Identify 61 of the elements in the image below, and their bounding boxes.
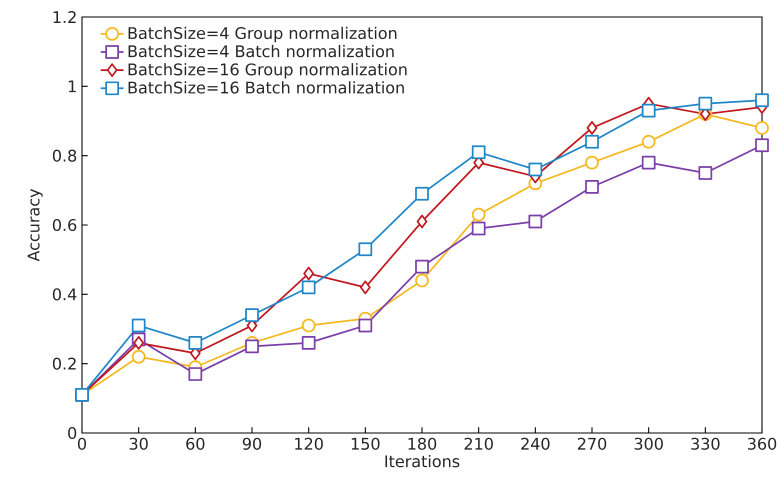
legend-label: BatchSize=4 Batch normalization (128, 44, 394, 58)
point (132, 350, 146, 364)
point (472, 145, 486, 160)
point (133, 336, 144, 350)
point (528, 162, 542, 176)
point (642, 104, 656, 118)
point (302, 280, 316, 294)
y-tick-label: 0.2 (52, 358, 76, 370)
x-tick-label: 270 (578, 438, 606, 450)
point (245, 339, 259, 354)
x-tick-label: 150 (352, 438, 380, 450)
legend-label: BatchSize=16 Group normalization (128, 63, 407, 79)
point (528, 214, 542, 228)
point (698, 96, 712, 111)
point (415, 186, 429, 201)
x-tick-label: 330 (691, 438, 720, 450)
point (586, 121, 598, 135)
y-tick-label: 1 (68, 80, 76, 92)
point (585, 156, 599, 170)
point (303, 266, 314, 280)
y-tick-label: 0 (68, 426, 76, 440)
y-tick-label: 0.4 (52, 288, 76, 300)
point (188, 336, 202, 350)
point (585, 180, 599, 194)
point (188, 367, 202, 381)
point (358, 318, 372, 332)
point (302, 318, 316, 332)
x-tick-label: 240 (521, 438, 550, 450)
point (642, 156, 656, 170)
point (132, 318, 146, 332)
point (755, 93, 769, 108)
legend-label: BatchSize=16 Batch normalization (128, 81, 404, 94)
point (245, 308, 259, 322)
point (302, 336, 316, 350)
y-tick-label: 1.2 (54, 11, 76, 23)
point (472, 208, 486, 222)
x-tick-label: 360 (748, 438, 776, 450)
point (415, 274, 429, 288)
y-tick-label: 0.8 (52, 150, 76, 162)
point (642, 134, 656, 149)
point (755, 121, 769, 135)
y-axis-title: Accuracy (28, 188, 43, 262)
point (358, 242, 372, 256)
x-tick-label: 120 (295, 438, 323, 450)
x-tick-label: 0 (78, 438, 86, 450)
legend-label: BatchSize=4 Group normalization (128, 26, 396, 42)
point (698, 166, 712, 180)
y-tick-label: 0.6 (52, 218, 76, 232)
point (415, 260, 429, 274)
x-tick-label: 300 (634, 438, 663, 450)
point (472, 222, 486, 236)
x-tick-label: 60 (186, 438, 204, 450)
x-tick-label: 180 (408, 438, 436, 450)
point (755, 138, 769, 152)
point (416, 214, 428, 228)
x-tick-label: 90 (242, 438, 262, 450)
x-axis-title: Iterations (385, 454, 460, 468)
x-tick-label: 210 (464, 438, 493, 450)
point (360, 280, 371, 294)
x-tick-label: 30 (130, 438, 148, 450)
point (585, 134, 599, 149)
